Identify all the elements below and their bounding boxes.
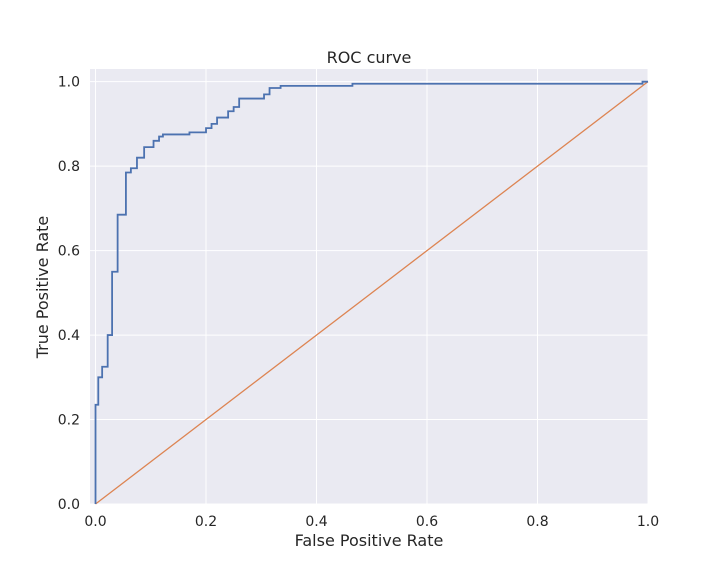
y-axis-label: True Positive Rate [33, 216, 52, 360]
chart-title: ROC curve [327, 48, 412, 67]
x-tick-labels: 0.0 0.2 0.4 0.6 0.8 1.0 [84, 514, 659, 530]
grid [90, 69, 649, 505]
diagonal-reference-line [95, 81, 649, 505]
x-tick-label: 0.8 [526, 514, 548, 530]
y-tick-label: 0.6 [58, 244, 80, 260]
x-tick-label: 0.4 [305, 514, 327, 530]
plot-background [90, 69, 648, 504]
x-tick-label: 0.2 [195, 514, 217, 530]
x-tick-label: 0.6 [416, 514, 438, 530]
x-axis-label: False Positive Rate [295, 531, 444, 550]
roc-curve-line [94, 80, 648, 504]
y-tick-label: 0.8 [58, 159, 80, 175]
series-lines [94, 80, 649, 505]
y-tick-label: 0.0 [58, 497, 80, 513]
x-tick-label: 0.0 [84, 514, 106, 530]
y-tick-label: 1.0 [58, 75, 80, 91]
y-tick-label: 0.2 [58, 413, 80, 429]
y-tick-label: 0.4 [58, 328, 80, 344]
y-tick-labels: 0.0 0.2 0.4 0.6 0.8 1.0 [58, 75, 80, 513]
x-tick-label: 1.0 [637, 514, 659, 530]
